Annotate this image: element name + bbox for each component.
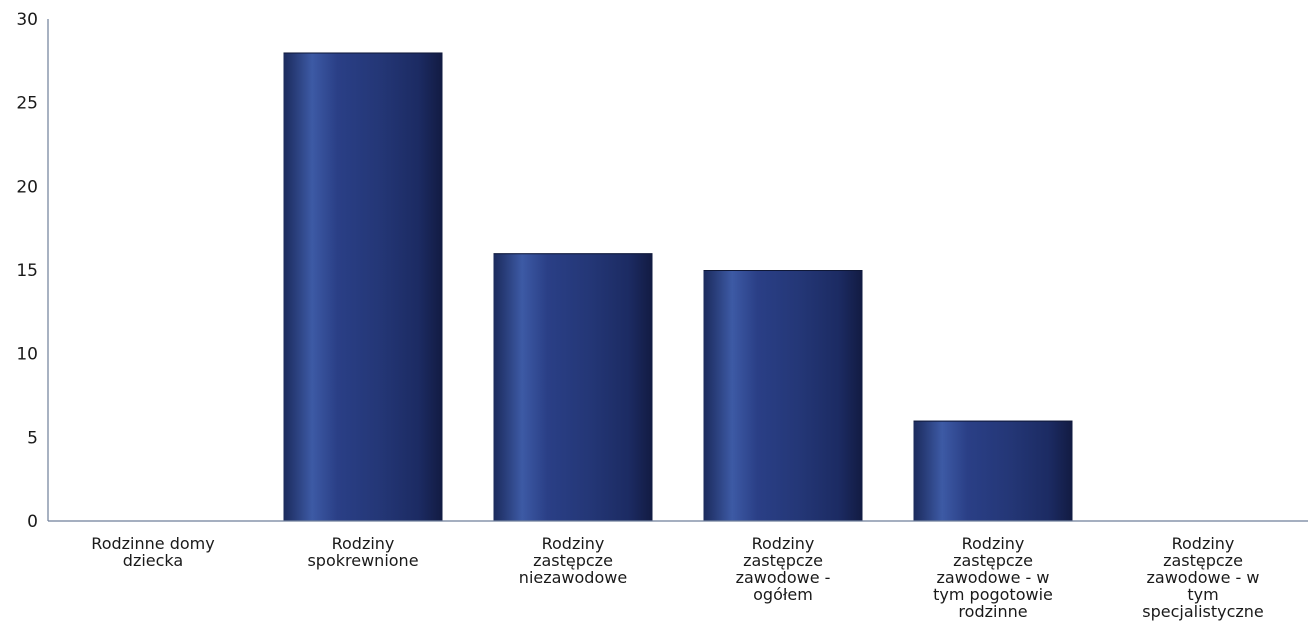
x-category-label: Rodziny zastępcze niezawodowe bbox=[519, 534, 627, 587]
x-category-label-line: zastępcze bbox=[743, 551, 823, 570]
x-category-label: Rodzinne domy dziecka bbox=[91, 534, 214, 570]
x-category-label-line: specjalistyczne bbox=[1142, 602, 1264, 621]
x-category-label-line: zastępcze bbox=[1163, 551, 1243, 570]
x-category-label-line: zastępcze bbox=[533, 551, 613, 570]
x-category-label-line: dziecka bbox=[123, 551, 183, 570]
x-category-label-line: zawodowe - bbox=[736, 568, 831, 587]
x-category-label-line: Rodziny bbox=[1172, 534, 1235, 553]
x-category-label-line: Rodziny bbox=[962, 534, 1025, 553]
x-category-label-line: Rodzinne domy bbox=[91, 534, 214, 553]
y-tick-label: 0 bbox=[27, 512, 38, 532]
x-category-label-line: zawodowe - w bbox=[937, 568, 1050, 587]
x-category-label-line: Rodziny bbox=[332, 534, 395, 553]
bars-group bbox=[283, 52, 1073, 521]
bar bbox=[703, 270, 863, 521]
x-category-label-line: zawodowe - w bbox=[1147, 568, 1260, 587]
y-tick-label: 20 bbox=[16, 177, 38, 197]
x-category-label-line: Rodziny bbox=[542, 534, 605, 553]
x-category-label-line: ogółem bbox=[753, 585, 813, 604]
x-category-label: Rodziny zastępcze zawodowe -ogółem bbox=[736, 534, 831, 604]
x-category-label-line: Rodziny bbox=[752, 534, 815, 553]
x-category-label-line: tym bbox=[1187, 585, 1218, 604]
axes-group bbox=[47, 19, 1308, 522]
y-tick-label: 30 bbox=[16, 10, 38, 30]
x-category-label-line: tym pogotowie bbox=[933, 585, 1053, 604]
x-category-label-line: rodzinne bbox=[958, 602, 1027, 621]
x-category-label: Rodziny spokrewnione bbox=[307, 534, 418, 570]
bar bbox=[493, 253, 653, 521]
y-tick-label: 25 bbox=[16, 94, 38, 114]
y-tick-label: 5 bbox=[27, 428, 38, 448]
y-tick-labels: 0 5 10 15 20 25 30 bbox=[16, 10, 38, 532]
x-category-label: Rodziny zastępcze zawodowe - w tym specjalis… bbox=[1142, 534, 1264, 621]
x-category-label-line: zastępcze bbox=[953, 551, 1033, 570]
y-tick-label: 10 bbox=[16, 345, 38, 365]
x-category-label-line: niezawodowe bbox=[519, 568, 627, 587]
y-tick-label: 15 bbox=[16, 261, 38, 281]
bar bbox=[913, 420, 1073, 521]
x-category-label: Rodziny zastępcze zawodowe - w tym pogotowi… bbox=[933, 534, 1053, 621]
x-category-label-line: spokrewnione bbox=[307, 551, 418, 570]
bar bbox=[283, 52, 443, 521]
